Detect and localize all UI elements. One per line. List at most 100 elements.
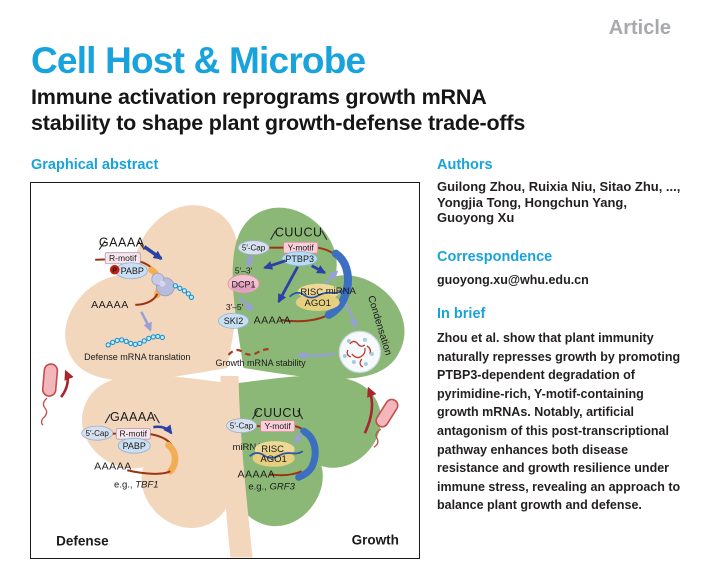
exo-3-5-label: 3′–5′ [226, 302, 244, 312]
ptbp3-label: PTBP3 [285, 254, 314, 264]
hairpin-tick-icon [270, 230, 277, 240]
polya-label: AAAAA [94, 460, 132, 472]
in-brief-line: growth mRNAs. Notably, artificial [437, 405, 635, 420]
ski2-ellipse [218, 312, 249, 329]
decap-arrow [244, 253, 254, 269]
risc-label: RISC [300, 287, 323, 298]
mrna-strand [135, 293, 159, 306]
hairpin-tick-icon [321, 230, 328, 240]
flagellum-icon [40, 397, 48, 426]
hairpin-tick-icon [104, 413, 111, 424]
graphical-abstract-svg: GAAAA R-motif PABP P AAAAA Defense mRNA … [40, 205, 405, 558]
in-brief-line: naturally represses growth by promoting [437, 349, 681, 364]
polya-label: AAAAA [254, 314, 292, 326]
cap-ellipse [81, 425, 114, 441]
phospho-label: P [112, 268, 117, 275]
activation-arrow [143, 245, 163, 261]
to-condensate-arrow [344, 303, 359, 329]
authors-heading: Authors [437, 157, 493, 173]
in-brief-line: pathway enhances both disease [437, 442, 629, 457]
y-hairpin-label: CUUCU [254, 406, 302, 420]
example-prefix: e.g., [114, 479, 135, 490]
attack-arrow [363, 386, 377, 434]
mirna-wave-icon [289, 288, 349, 299]
in-brief-line: balance plant growth and defense. [437, 498, 642, 513]
leaf-bottom-left [82, 375, 236, 528]
in-brief-section: In brief Zhou et al. show that plant imm… [437, 306, 705, 515]
hairpin-tick-icon [98, 240, 106, 251]
y-motif-label: Y-motif [288, 242, 315, 252]
growth-stability-caption: Growth mRNA stability [215, 358, 306, 368]
hairpin-tick-icon [137, 240, 145, 251]
y-motif-label: Y-motif [265, 421, 292, 431]
authors-section: Authors Guilong Zhou, Ruixia Niu, Sitao … [437, 157, 705, 226]
protein-chain-beads [105, 333, 165, 348]
correspondence-section: Correspondence guoyong.xu@whu.edu.cn [437, 249, 705, 289]
r-hairpin-label: GAAAA [99, 236, 145, 250]
pabp-ellipse [117, 437, 151, 454]
blue-arc-icon [324, 249, 352, 319]
ribosome-highlight [159, 280, 166, 287]
cap-ellipse [226, 418, 257, 434]
degraded-mrna-dashes [227, 347, 271, 356]
growth-corner-label: Growth [352, 532, 399, 547]
in-brief-text: Zhou et al. show that plant immunity natu… [437, 329, 705, 515]
growth-mrna-panel: CUUCU 5′-Cap Y-motif miRNA RISC AGO1 AAA… [226, 406, 319, 492]
graphical-abstract-heading: Graphical abstract [31, 157, 159, 173]
bacterium-icon [375, 398, 399, 428]
flagellum-icon [373, 428, 382, 448]
condensate-rna-squiggles [346, 340, 372, 368]
ago1-label: AGO1 [260, 454, 286, 465]
ptbp3-to-arc-arrow [311, 264, 327, 274]
dcp1-label: DCP1 [232, 279, 256, 289]
defense-corner-label: Defense [56, 533, 109, 548]
r-hairpin-label: GAAAA [110, 410, 156, 424]
cap-ellipse [237, 240, 270, 256]
correspondence-email-link[interactable]: guoyong.xu@whu.edu.cn [437, 273, 589, 287]
ago1-label: AGO1 [305, 298, 331, 309]
mirna-wave-icon [249, 450, 304, 459]
deadenylation-arrow [237, 296, 253, 313]
cap-label: 5′-Cap [85, 429, 109, 438]
r-motif-label: R-motif [120, 429, 148, 439]
dcp1-inner-shade [231, 281, 256, 292]
translation-arrow [140, 311, 152, 332]
hairpin-tick-icon [252, 409, 259, 420]
in-brief-line: antagonism of this post-transcriptional [437, 423, 669, 438]
arc-entry-arrow [292, 432, 302, 445]
nascent-peptide-beads [172, 283, 195, 300]
mrna-strand [269, 470, 303, 477]
example-gene: TBF1 [135, 479, 158, 490]
paper-title: Immune activation reprograms growth mRNA… [31, 85, 691, 136]
authors-list: Guilong Zhou, Ruixia Niu, Sitao Zhu, ...… [437, 179, 705, 226]
attack-arrow [60, 369, 74, 398]
journal-title: Cell Host & Microbe [31, 40, 366, 81]
exo-5-3-label: 5′–3′ [235, 266, 253, 276]
condensate-dots [342, 337, 374, 366]
stabilization-arrow [153, 424, 173, 435]
hairpin-tick-icon [297, 409, 304, 420]
graphical-abstract-figure: GAAAA R-motif PABP P AAAAA Defense mRNA … [30, 182, 420, 559]
polya-label: AAAAA [238, 468, 276, 480]
y-motif-box [260, 420, 296, 433]
defense-mrna-panel: GAAAA 5′-Cap R-motif PABP AAAAA e.g., TB… [81, 410, 179, 490]
y-hairpin-label: CUUCU [275, 226, 323, 240]
in-brief-line: immune stress, revealing an approach to [437, 479, 681, 494]
ago1-ellipse [295, 293, 340, 311]
mirna-label: miRNA [232, 442, 263, 453]
bacterium-icon [41, 363, 59, 397]
pabp-label: PABP [123, 441, 146, 451]
hairpin-tick-icon [153, 413, 160, 424]
mrna-strand [127, 469, 171, 475]
article-type-badge: Article [608, 17, 671, 39]
clover-stem [220, 376, 253, 558]
correspondence-heading: Correspondence [437, 249, 553, 265]
author-line: Guoyong Xu [437, 210, 515, 226]
pathogen-right [363, 386, 399, 448]
in-brief-line: Zhou et al. show that plant immunity [437, 331, 654, 345]
pabp-label: PABP [121, 266, 144, 276]
example-gene-label: e.g., GRF3 [248, 481, 295, 492]
ptbp3-to-dcp1-arrow [263, 259, 287, 270]
example-prefix: e.g., [248, 481, 269, 492]
cap-label: 5′-Cap [230, 422, 254, 431]
